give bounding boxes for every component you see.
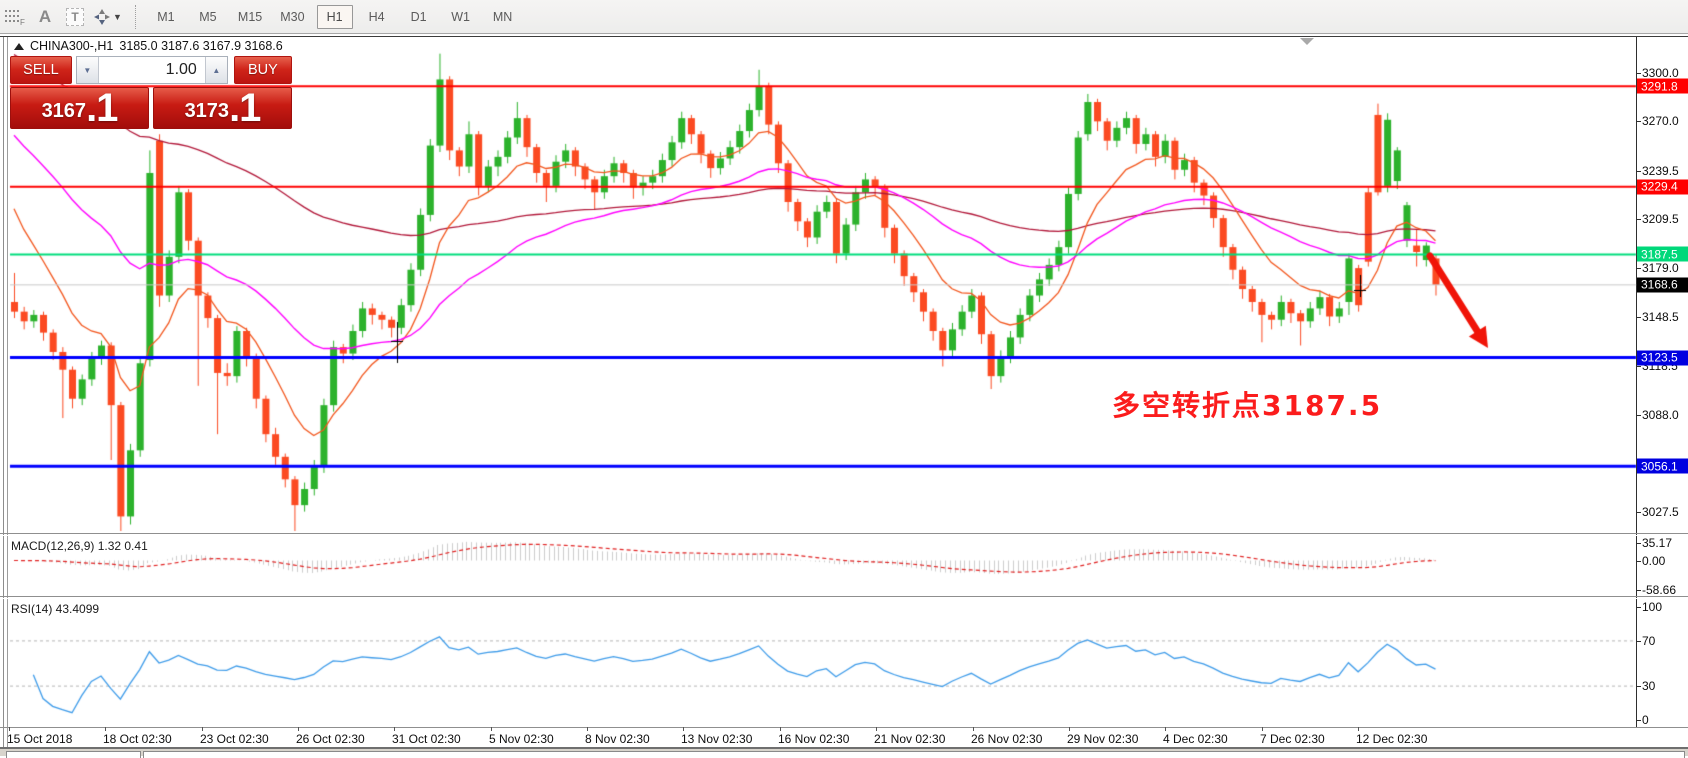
collapse-triangle-icon[interactable] (14, 42, 24, 50)
price-tick-label: 3088.0 (1642, 407, 1679, 422)
time-tick-mark (491, 727, 492, 731)
price-tick-mark (1636, 366, 1641, 367)
time-tick-mark (587, 727, 588, 731)
rsi-tick-mark (1636, 641, 1641, 642)
time-axis-label: 29 Nov 02:30 (1067, 732, 1139, 746)
time-axis-label: 21 Nov 02:30 (874, 732, 946, 746)
time-axis-label: 15 Oct 2018 (7, 732, 73, 746)
volume-stepper: ▼ 1.00 ▲ (75, 56, 228, 84)
time-tick-mark (394, 727, 395, 731)
price-tick-label: 3179.0 (1642, 261, 1679, 276)
volume-decrease-button[interactable]: ▼ (76, 57, 99, 83)
time-tick-mark (1262, 727, 1263, 731)
time-tick-mark (9, 727, 10, 731)
price-level-badge: 3168.6 (1637, 277, 1688, 293)
rsi-tick-mark (1636, 720, 1641, 721)
macd-tick-label: 35.17 (1642, 535, 1673, 550)
price-tick-label: 3027.5 (1642, 505, 1679, 520)
time-axis-label: 16 Nov 02:30 (778, 732, 850, 746)
price-tick-label: 3270.0 (1642, 114, 1679, 129)
price-tick-mark (1636, 219, 1641, 220)
price-tick-mark (1636, 268, 1641, 269)
time-axis-label: 26 Oct 02:30 (296, 732, 365, 746)
time-tick-mark (876, 727, 877, 731)
time-axis-label: 12 Dec 02:30 (1356, 732, 1428, 746)
price-tick-mark (1636, 73, 1641, 74)
price-tick-mark (1636, 171, 1641, 172)
time-tick-mark (1358, 727, 1359, 731)
chart-title: CHINA300-,H1 3185.0 3187.6 3167.9 3168.6 (14, 39, 283, 53)
rsi-tick-mark (1636, 686, 1641, 687)
buy-price-main: 3173 (184, 100, 230, 122)
price-level-badge: 3291.8 (1637, 78, 1688, 94)
price-level-badge: 3123.5 (1637, 350, 1688, 366)
time-axis-label: 18 Oct 02:30 (103, 732, 172, 746)
time-tick-mark (973, 727, 974, 731)
time-tick-mark (298, 727, 299, 731)
price-tick-label: 3239.5 (1642, 163, 1679, 178)
price-level-badge: 3056.1 (1637, 458, 1688, 474)
time-tick-mark (1165, 727, 1166, 731)
sell-price-fraction: .1 (86, 86, 118, 130)
sell-price-display[interactable]: 3167 .1 (10, 87, 149, 129)
time-axis-label: 4 Dec 02:30 (1163, 732, 1228, 746)
price-tick-mark (1636, 121, 1641, 122)
time-tick-mark (105, 727, 106, 731)
macd-tick-label: -58.66 (1642, 582, 1677, 597)
price-tick-label: 3209.5 (1642, 211, 1679, 226)
one-click-trade-panel: SELL ▼ 1.00 ▲ BUY 3167 .1 3173 .1 (10, 56, 292, 129)
time-axis-label: 5 Nov 02:30 (489, 732, 554, 746)
price-level-badge: 3187.5 (1637, 246, 1688, 262)
rsi-tick-label: 100 (1642, 600, 1663, 614)
chart-title-ohlc: 3185.0 3187.6 3167.9 3168.6 (119, 39, 283, 53)
macd-tick-label: 0.00 (1642, 553, 1666, 568)
chinese-annotation-text: 多空转折点3187.5 (1112, 389, 1383, 422)
rsi-tick-label: 70 (1642, 633, 1656, 648)
time-axis-label: 7 Dec 02:30 (1260, 732, 1325, 746)
macd-label: MACD(12,26,9) 1.32 0.41 (11, 539, 148, 553)
rsi-tick-mark (1636, 607, 1641, 608)
time-axis-label: 23 Oct 02:30 (200, 732, 269, 746)
time-tick-mark (683, 727, 684, 731)
price-tick-mark (1636, 415, 1641, 416)
time-tick-mark (202, 727, 203, 731)
chart-shift-marker-icon[interactable] (1300, 38, 1314, 45)
price-tick-label: 3300.0 (1642, 66, 1679, 80)
buy-price-fraction: .1 (229, 86, 261, 130)
time-axis-label: 13 Nov 02:30 (681, 732, 753, 746)
time-axis-label: 26 Nov 02:30 (971, 732, 1043, 746)
time-tick-mark (780, 727, 781, 731)
macd-tick-mark (1636, 561, 1641, 562)
price-tick-mark (1636, 512, 1641, 513)
volume-increase-button[interactable]: ▲ (204, 57, 227, 83)
rsi-label: RSI(14) 43.4099 (11, 602, 100, 616)
buy-price-display[interactable]: 3173 .1 (153, 87, 292, 129)
macd-tick-mark (1636, 590, 1641, 591)
macd-tick-mark (1636, 543, 1641, 544)
price-level-badge: 3229.4 (1637, 179, 1688, 195)
sell-button[interactable]: SELL (10, 56, 72, 84)
sell-price-main: 3167 (41, 100, 87, 122)
time-axis-label: 8 Nov 02:30 (585, 732, 650, 746)
price-tick-mark (1636, 317, 1641, 318)
rsi-tick-label: 30 (1642, 679, 1656, 694)
rsi-tick-label: 0 (1642, 713, 1649, 727)
time-axis-label: 31 Oct 02:30 (392, 732, 461, 746)
chart-title-symbol: CHINA300-,H1 (30, 39, 114, 53)
price-tick-label: 3148.5 (1642, 310, 1679, 325)
buy-button[interactable]: BUY (233, 56, 292, 84)
volume-input[interactable]: 1.00 (98, 57, 205, 83)
time-tick-mark (1069, 727, 1070, 731)
